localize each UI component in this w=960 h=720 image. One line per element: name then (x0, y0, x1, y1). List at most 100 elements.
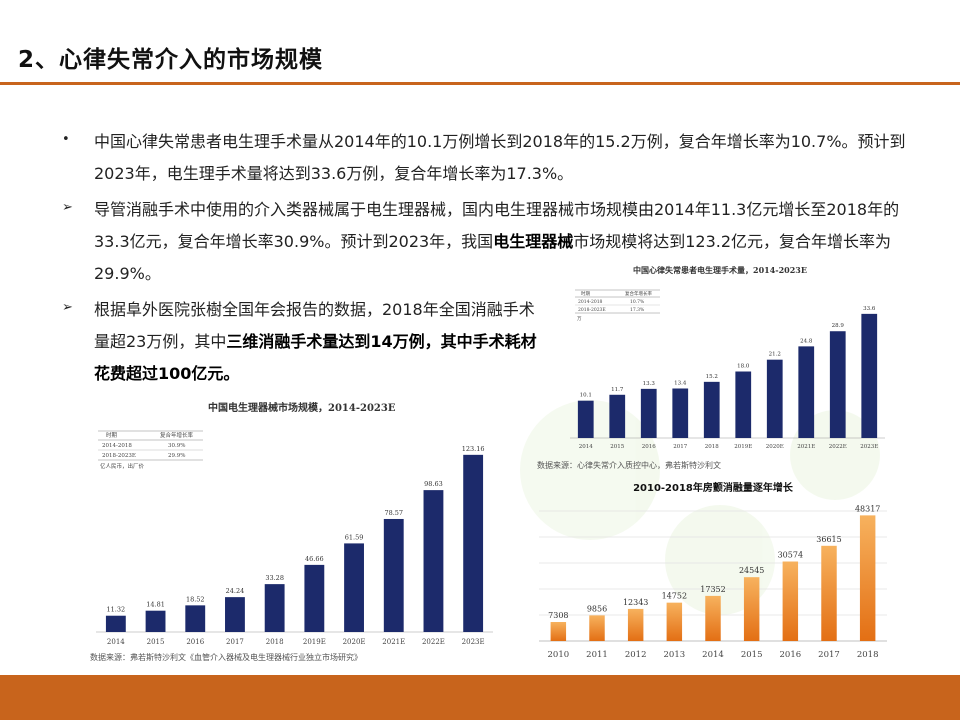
tick-label-2022E: 2022E (829, 444, 847, 450)
chart-source: 数据来源：弗若斯特沙利文《血管介入器械及电生理器械行业独立市场研究》 (90, 652, 362, 662)
legend-header-cagr: 复合年增长率 (625, 290, 652, 297)
value-label-2019E: 46.66 (305, 555, 324, 563)
bullet-paragraph-2: 导管消融手术中使用的介入类器械属于电生理器械，国内电生理器械市场规模由2014年… (94, 194, 924, 290)
bar-2014 (577, 400, 594, 438)
value-label-2015: 14.81 (146, 601, 165, 609)
value-label-2018: 48317 (855, 504, 880, 513)
chart-title: 中国电生理器械市场规模，2014-2023E (208, 401, 396, 414)
bar-2017 (225, 597, 245, 632)
tick-label-2016: 2016 (186, 638, 204, 646)
bar-2016 (185, 605, 206, 632)
bar-2018 (264, 584, 285, 632)
legend-row-period: 2014-2018 (578, 299, 603, 305)
value-label-2020E: 61.59 (345, 533, 364, 541)
value-label-2011: 9856 (587, 604, 607, 613)
tick-label-2021E: 2021E (382, 638, 405, 646)
chart-source: 数据来源：心律失常介入质控中心，弗若斯特沙利文 (537, 460, 721, 470)
chart-af-ablation-volume: 2010-2018年房颤消融量逐年增长 7308 2010 9856 2011 1234… (539, 481, 887, 660)
value-label-2019E: 18.0 (737, 364, 750, 370)
legend-table: 时期 复合年增长率 2014-2018 30.9% 2018-2023E 29.… (98, 430, 203, 470)
slide-title: 2、心律失常介入的市场规模 (18, 47, 324, 73)
value-label-2016: 13.3 (643, 381, 656, 387)
bar-2022E (829, 331, 846, 438)
legend-row-cagr: 30.9% (168, 443, 185, 449)
tick-label-2017: 2017 (818, 650, 840, 660)
bar-2013 (666, 602, 683, 641)
tick-label-2012: 2012 (625, 650, 647, 660)
tick-label-2020E: 2020E (766, 444, 784, 450)
tick-label-2017: 2017 (226, 638, 244, 646)
value-label-2023E: 33.6 (863, 306, 876, 312)
bar-2016 (782, 561, 799, 641)
bullet-dot: • (62, 132, 70, 147)
tick-label-2014: 2014 (107, 638, 125, 646)
bar-2012 (627, 608, 644, 641)
value-label-2022E: 28.9 (832, 323, 845, 329)
paragraph-2-text-b: 市场规模将达到123.2亿元，复合年增长率为29.9%。 (94, 232, 892, 283)
title-divider (0, 82, 960, 85)
paragraph-3-bold: 三维消融手术量达到14万例，其中手术耗材花费超过100亿元。 (94, 332, 537, 383)
tick-label-2011: 2011 (586, 650, 608, 660)
legend-row-cagr: 17.3% (630, 307, 645, 313)
value-label-2016: 18.52 (186, 595, 205, 603)
paragraph-3-text-a: 根据阜外医院张樹全国年会报告的数据，2018年全国消融手术量超23万例，其中 (94, 300, 535, 351)
value-label-2010: 7308 (548, 611, 568, 620)
tick-label-2014: 2014 (579, 444, 593, 450)
value-label-2012: 12343 (623, 598, 648, 607)
paragraph-2-text-a: 导管消融手术中使用的介入类器械属于电生理器械，国内电生理器械市场规模由2014年… (94, 200, 900, 251)
bar-2023E (463, 454, 484, 632)
legend-header-cagr: 复合年增长率 (160, 431, 194, 439)
tick-label-2016: 2016 (642, 444, 656, 450)
value-label-2014: 17352 (700, 585, 725, 594)
tick-label-2018: 2018 (266, 638, 284, 646)
bar-2015 (609, 394, 626, 438)
chart-title: 中国心律失常患者电生理手术量，2014-2023E (633, 265, 807, 275)
bar-2016 (640, 388, 657, 438)
tick-label-2018: 2018 (857, 650, 879, 660)
bar-2020E (344, 543, 364, 632)
tick-label-2023E: 2023E (462, 638, 485, 646)
value-label-2015: 11.7 (611, 387, 624, 393)
value-label-2014: 10.1 (580, 393, 592, 399)
value-label-2018: 33.28 (265, 574, 284, 582)
tick-label-2020E: 2020E (343, 638, 366, 646)
tick-label-2014: 2014 (702, 650, 724, 660)
value-label-2013: 14752 (662, 592, 687, 601)
bar-2018 (703, 381, 720, 438)
tick-label-2013: 2013 (664, 650, 686, 660)
legend-row-period: 2018-2023E (578, 307, 606, 313)
bar-2022E (423, 490, 444, 632)
tick-label-2015: 2015 (741, 650, 763, 660)
value-label-2014: 11.32 (107, 606, 126, 614)
tick-label-2018: 2018 (705, 444, 719, 450)
legend-row-cagr: 10.7% (630, 299, 645, 305)
value-label-2020E: 21.2 (769, 352, 781, 358)
chart-ep-device-market: 中国电生理器械市场规模，2014-2023E 时期 复合年增长率 2014-20… (90, 401, 493, 662)
legend-row-period: 2014-2018 (102, 443, 132, 449)
tick-label-2010: 2010 (548, 650, 570, 660)
bar-2011 (589, 615, 605, 641)
bar-2020E (766, 359, 783, 438)
bar-2017 (821, 545, 837, 641)
bar-2015 (743, 577, 760, 641)
value-label-2021E: 24.8 (800, 338, 813, 344)
legend-header-period: 时期 (106, 431, 118, 439)
bar-2017 (672, 388, 689, 438)
bar-2010 (550, 621, 567, 641)
tick-label-2023E: 2023E (860, 444, 878, 450)
bar-2014 (105, 615, 126, 632)
tick-label-2021E: 2021E (797, 444, 815, 450)
legend-unit: 亿人民币，出厂价 (100, 462, 145, 470)
bullet-arrow: ➢ (62, 300, 73, 315)
tick-label-2015: 2015 (147, 638, 165, 646)
value-label-2023E: 123.16 (462, 445, 485, 453)
bar-2015 (145, 610, 166, 632)
value-label-2022E: 98.63 (424, 480, 443, 488)
tick-label-2016: 2016 (780, 650, 802, 660)
tick-label-2022E: 2022E (422, 638, 445, 646)
value-label-2015: 24545 (739, 566, 764, 575)
bar-2018 (859, 515, 876, 641)
paragraph-1-text: 中国心律失常患者电生理手术量从2014年的10.1万例增长到2018年的15.2… (94, 132, 906, 183)
tick-label-2019E: 2019E (734, 444, 752, 450)
bar-2021E (383, 518, 404, 632)
